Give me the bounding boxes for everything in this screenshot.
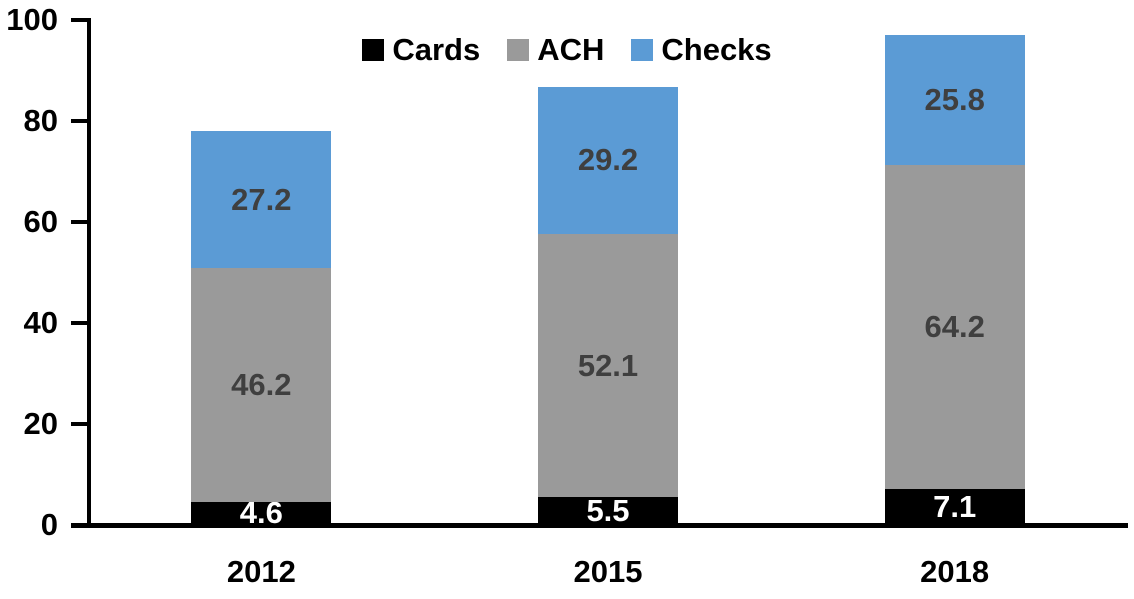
- x-axis-label-2015: 2015: [573, 554, 643, 589]
- chart-legend: Cards ACH Checks: [0, 34, 1134, 66]
- bar-segment-2012-ach: 46.2: [191, 268, 332, 502]
- legend-item-cards: Cards: [362, 34, 480, 66]
- bar-segment-2012-checks: 27.2: [191, 131, 332, 269]
- legend-swatch-icon: [362, 39, 385, 61]
- y-axis-tick-label: 0: [40, 507, 58, 542]
- legend-label: Checks: [661, 32, 772, 67]
- data-label-2015-ach: 52.1: [577, 347, 639, 383]
- y-axis-tick: [71, 422, 87, 426]
- bar-segment-2012-cards: 4.6: [191, 495, 332, 530]
- y-axis-tick-label: 40: [23, 305, 58, 340]
- legend-swatch-icon: [507, 39, 530, 61]
- legend-item-ach: ACH: [507, 34, 604, 66]
- bar-segment-2018-cards: 7.1: [884, 489, 1025, 525]
- legend-swatch-icon: [631, 39, 654, 61]
- y-axis-tick: [71, 321, 87, 325]
- data-label-2015-cards: 5.5: [586, 493, 630, 529]
- data-label-2018-cards: 7.1: [933, 489, 977, 525]
- y-axis-tick-label: 80: [23, 103, 58, 138]
- y-axis-tick-label: 100: [6, 2, 58, 37]
- data-label-2018-ach: 64.2: [924, 309, 985, 345]
- y-axis-tick: [71, 119, 87, 123]
- data-label-2018-checks: 25.8: [924, 81, 985, 117]
- bar-segment-2015-ach: 52.1: [538, 234, 678, 498]
- bar-segment-2015-cards: 5.5: [538, 493, 678, 528]
- x-axis-label-2012: 2012: [226, 554, 296, 589]
- x-axis-line: [71, 523, 1128, 528]
- legend-label: Cards: [392, 32, 481, 67]
- y-axis-tick: [71, 18, 87, 22]
- y-axis-line: [87, 18, 91, 528]
- data-label-2012-checks: 27.2: [231, 181, 292, 217]
- y-axis-tick: [71, 220, 87, 224]
- y-axis-tick-label: 20: [23, 406, 58, 441]
- bar-segment-2018-checks: 25.8: [884, 34, 1025, 165]
- data-label-2015-checks: 29.2: [577, 142, 639, 178]
- x-axis-label-2018: 2018: [920, 554, 990, 589]
- bar-segment-2018-ach: 64.2: [884, 164, 1025, 490]
- legend-item-checks: Checks: [631, 32, 772, 67]
- legend-label: ACH: [537, 32, 605, 67]
- bar-segment-2015-checks: 29.2: [538, 86, 678, 235]
- y-axis-tick-label: 60: [23, 204, 58, 239]
- data-label-2012-ach: 46.2: [231, 367, 292, 403]
